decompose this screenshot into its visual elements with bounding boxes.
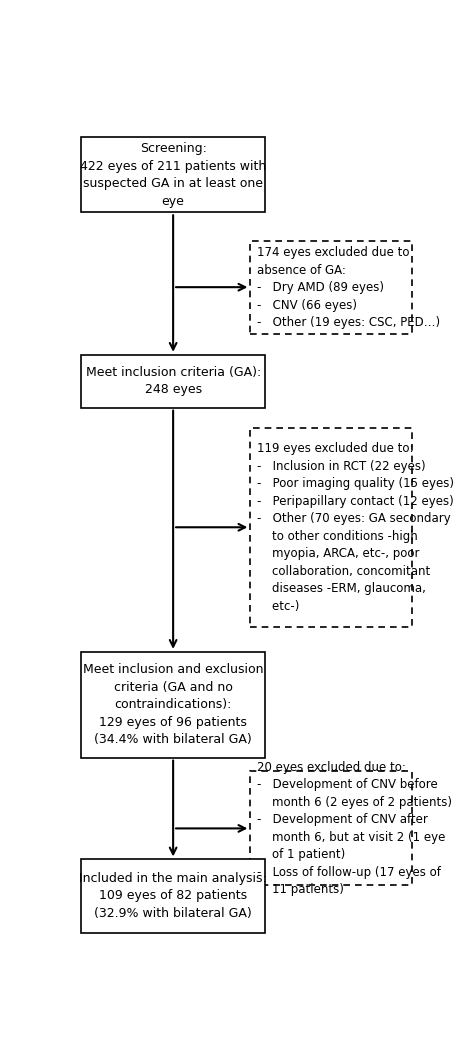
FancyBboxPatch shape bbox=[250, 241, 412, 334]
FancyBboxPatch shape bbox=[82, 355, 265, 408]
FancyBboxPatch shape bbox=[82, 137, 265, 212]
FancyBboxPatch shape bbox=[250, 772, 412, 886]
Text: 20 eyes excluded due to:
-   Development of CNV before
    month 6 (2 eyes of 2 : 20 eyes excluded due to: - Development o… bbox=[257, 761, 452, 896]
Text: Included in the main analysis:
109 eyes of 82 patients
(32.9% with bilateral GA): Included in the main analysis: 109 eyes … bbox=[79, 872, 267, 920]
Text: Meet inclusion and exclusion
criteria (GA and no
contraindications):
129 eyes of: Meet inclusion and exclusion criteria (G… bbox=[83, 663, 264, 746]
Text: Meet inclusion criteria (GA):
248 eyes: Meet inclusion criteria (GA): 248 eyes bbox=[85, 366, 261, 396]
FancyBboxPatch shape bbox=[82, 859, 265, 932]
Text: Screening:
422 eyes of 211 patients with
suspected GA in at least one
eye: Screening: 422 eyes of 211 patients with… bbox=[80, 142, 266, 207]
Text: 174 eyes excluded due to
absence of GA:
-   Dry AMD (89 eyes)
-   CNV (66 eyes)
: 174 eyes excluded due to absence of GA: … bbox=[257, 246, 440, 329]
FancyBboxPatch shape bbox=[82, 652, 265, 758]
Text: 119 eyes excluded due to:
-   Inclusion in RCT (22 eyes)
-   Poor imaging qualit: 119 eyes excluded due to: - Inclusion in… bbox=[257, 443, 454, 613]
FancyBboxPatch shape bbox=[250, 428, 412, 628]
